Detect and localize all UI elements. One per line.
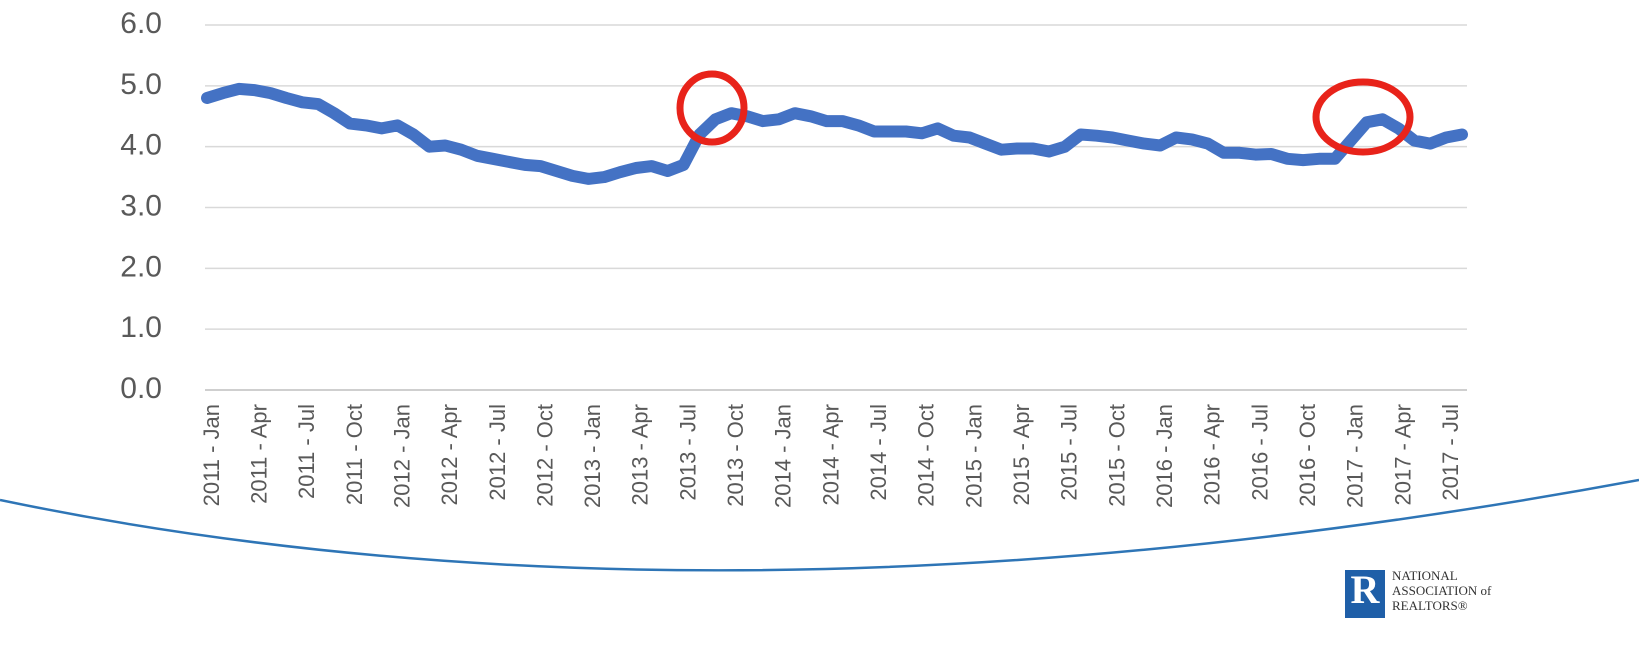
logo-text: NATIONAL <box>1392 568 1458 583</box>
x-tick-label: 2014 - Apr <box>818 404 843 506</box>
y-tick-label: 3.0 <box>120 189 162 222</box>
y-tick-label: 2.0 <box>120 250 162 283</box>
y-tick-label: 4.0 <box>120 129 162 162</box>
x-tick-label: 2011 - Oct <box>342 404 367 505</box>
x-tick-label: 2017 - Jul <box>1438 404 1463 501</box>
y-tick-label: 5.0 <box>120 68 162 101</box>
x-tick-label: 2013 - Jan <box>580 404 605 508</box>
y-tick-label: 6.0 <box>120 7 162 40</box>
x-tick-label: 2016 - Oct <box>1295 404 1320 507</box>
x-tick-label: 2011 - Jan <box>199 404 224 506</box>
data-line <box>201 82 1468 185</box>
x-tick-label: 2016 - Jul <box>1247 404 1272 501</box>
logo-mark <box>1345 570 1385 618</box>
x-tick-label: 2015 - Jan <box>961 404 986 508</box>
x-tick-label: 2012 - Oct <box>532 404 557 507</box>
x-tick-label: 2012 - Jan <box>389 404 414 508</box>
x-tick-label: 2017 - Apr <box>1390 404 1415 506</box>
logo-text: REALTORS® <box>1392 598 1468 613</box>
x-tick-label: 2011 - Apr <box>246 404 271 504</box>
x-tick-label: 2014 - Jul <box>866 404 891 501</box>
y-tick-label: 1.0 <box>120 311 162 344</box>
x-tick-label: 2016 - Jan <box>1152 404 1177 508</box>
x-tick-label: 2013 - Oct <box>723 404 748 507</box>
x-tick-label: 2017 - Jan <box>1343 404 1368 508</box>
x-tick-label: 2015 - Apr <box>1009 404 1034 506</box>
x-tick-label: 2013 - Apr <box>628 404 653 506</box>
x-tick-label: 2012 - Apr <box>437 404 462 506</box>
x-tick-label: 2014 - Oct <box>914 404 939 507</box>
decor-arc <box>0 478 1639 572</box>
highlight-circle <box>676 70 748 146</box>
x-tick-label: 2012 - Jul <box>485 404 510 501</box>
x-tick-label: 2015 - Oct <box>1104 404 1129 507</box>
logo-text: ASSOCIATION of <box>1392 583 1492 598</box>
y-tick-label: 0.0 <box>120 372 162 405</box>
x-tick-label: 2013 - Jul <box>675 404 700 501</box>
logo-r: R <box>1351 567 1381 612</box>
highlight-circle <box>1312 78 1414 156</box>
x-tick-label: 2014 - Jan <box>771 404 796 508</box>
x-tick-label: 2011 - Jul <box>294 404 319 499</box>
logo: R NATIONAL ASSOCIATION of REALTORS® <box>1345 567 1492 618</box>
x-tick-label: 2015 - Jul <box>1057 404 1082 501</box>
x-tick-label: 2016 - Apr <box>1200 404 1225 506</box>
